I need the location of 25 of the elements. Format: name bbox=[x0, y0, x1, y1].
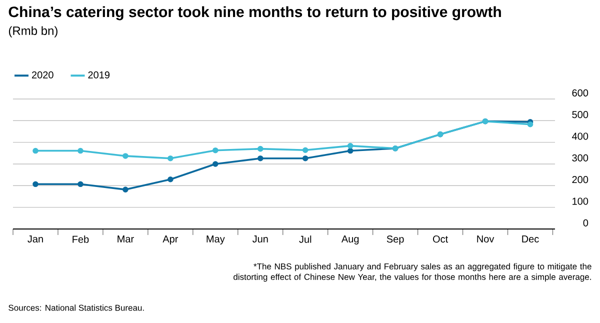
legend-label: 2019 bbox=[88, 71, 110, 78]
x-tick-label: May bbox=[206, 236, 225, 244]
chart-title: China’s catering sector took nine months to return to positive growth bbox=[8, 6, 501, 20]
x-tick-label: Apr bbox=[162, 236, 178, 244]
text: *The NBS published January and February sales as an aggregated figure to mitigate the distorting effect of Chinese New Year, the values for those months here are a simple average. bbox=[234, 263, 592, 282]
y-tick-label: 400 bbox=[572, 132, 588, 140]
x-tick-label: Mar bbox=[118, 236, 134, 242]
x-tick-label: Nov bbox=[477, 236, 494, 242]
x-tick-label: Oct bbox=[432, 236, 448, 243]
y-tick-label: 500 bbox=[572, 111, 588, 118]
x-tick-label: Sep bbox=[386, 236, 404, 245]
x-tick-label: Jul bbox=[299, 236, 312, 243]
x-tick-label: Aug bbox=[341, 236, 359, 244]
y-tick-label: 200 bbox=[572, 176, 588, 184]
y-tick-label: 600 bbox=[572, 89, 588, 96]
x-tick-label: Jun bbox=[252, 236, 268, 242]
x-tick-label: Jan bbox=[28, 236, 43, 242]
y-tick-label: 100 bbox=[572, 198, 588, 205]
x-tick-label: Feb bbox=[72, 236, 89, 243]
source-note: Sources: National Statistics Bureau. bbox=[8, 304, 144, 311]
y-tick-label: 300 bbox=[572, 154, 588, 162]
chart-subtitle: (Rmb bn) bbox=[8, 26, 58, 38]
y-tick-label: 0 bbox=[583, 219, 588, 226]
legend-label: 2020 bbox=[32, 71, 54, 78]
x-tick-label: Dec bbox=[522, 236, 539, 242]
